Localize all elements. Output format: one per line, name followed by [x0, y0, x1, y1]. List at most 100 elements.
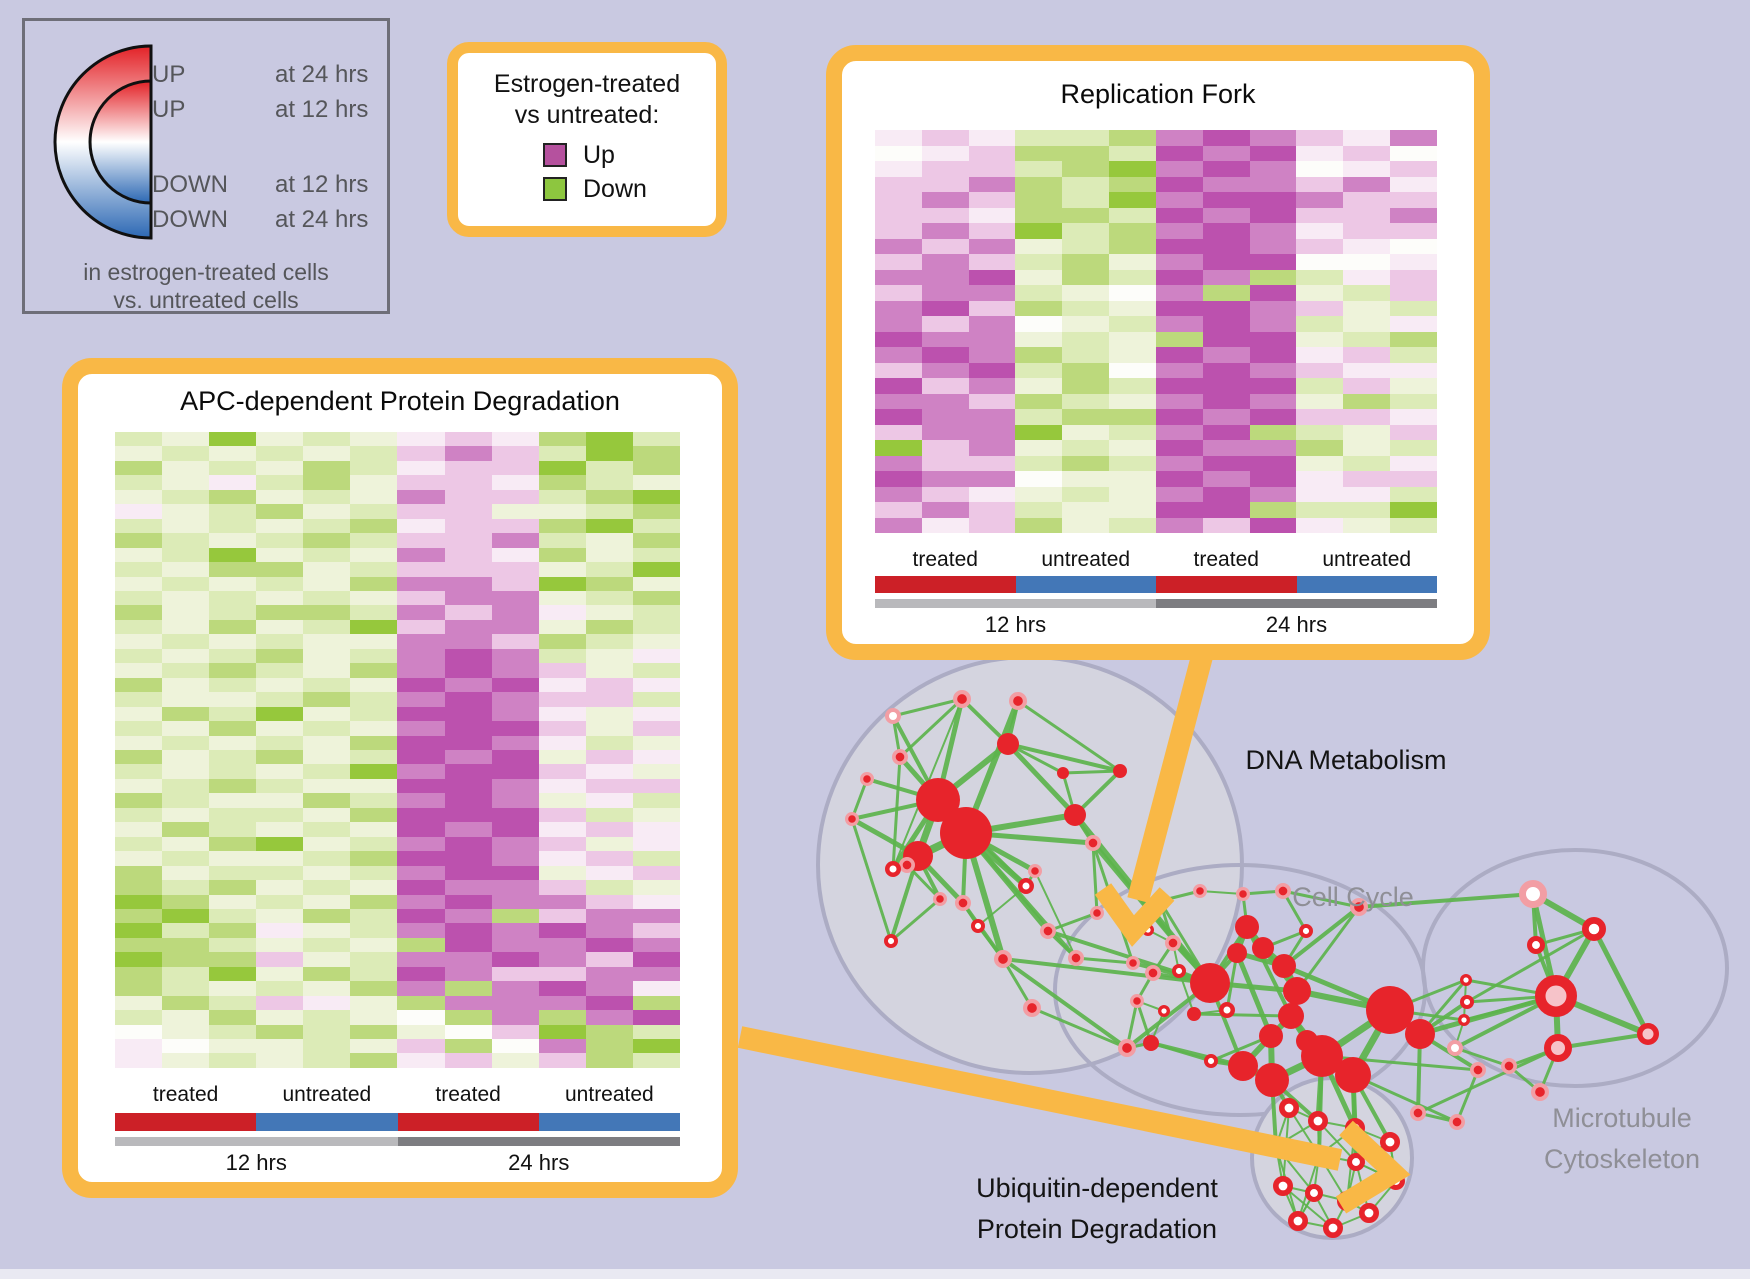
heatmap-cell — [444, 721, 492, 736]
heatmap-cell — [1062, 269, 1110, 285]
heatmap-cell — [632, 634, 680, 649]
heatmap-cell — [303, 489, 351, 505]
heatmap-cell — [1296, 424, 1344, 440]
heatmap-cell — [585, 807, 633, 823]
heatmap-cell — [162, 648, 210, 664]
heatmap-cell — [115, 807, 163, 823]
heatmap-cell — [632, 865, 680, 881]
heatmap-cell — [162, 981, 210, 996]
heatmap-row — [875, 378, 1437, 394]
heatmap-cell — [1296, 176, 1344, 192]
heatmap-cell — [303, 590, 351, 606]
heatmap-row — [875, 424, 1437, 440]
heatmap-cell — [350, 1053, 398, 1068]
heatmap-cell — [115, 894, 163, 909]
heatmap-cell — [1109, 331, 1156, 347]
heatmap-cell — [350, 981, 398, 996]
heatmap-cell — [1109, 440, 1156, 456]
heatmap-cell — [209, 590, 257, 606]
network-edge — [1001, 957, 1212, 985]
network-edge — [891, 697, 964, 718]
heatmap-cell — [397, 894, 445, 909]
heatmap-row — [115, 735, 680, 750]
heatmap-cell — [1249, 331, 1297, 347]
heatmap-row — [875, 362, 1437, 378]
heatmap-cell — [1109, 393, 1156, 409]
heatmap-cell — [350, 692, 398, 707]
heatmap-row — [875, 176, 1437, 192]
panel-title-apc: APC-dependent Protein Degradation — [180, 386, 620, 416]
heatmap-cell — [397, 836, 445, 852]
heatmap-cell — [350, 432, 398, 447]
heatmap-cell — [303, 822, 351, 837]
heatmap-cell — [491, 966, 539, 982]
treatment-color-bar — [875, 576, 1437, 593]
heatmap-cell — [256, 677, 304, 693]
heatmap-cell — [1015, 471, 1063, 487]
heatmap-cell — [968, 285, 1016, 301]
heatmap-cell — [491, 793, 539, 808]
heatmap-cell — [162, 576, 210, 591]
heatmap-cell — [491, 634, 539, 649]
heatmap-cell — [1390, 347, 1437, 363]
heatmap-cell — [444, 677, 492, 693]
heatmap-cell — [632, 749, 680, 765]
heatmap-cell — [1249, 409, 1297, 425]
heatmap-cell — [1062, 455, 1110, 471]
heatmap-cell — [350, 764, 398, 779]
heatmap-cell — [538, 489, 586, 505]
heatmap-cell — [350, 880, 398, 895]
heatmap-cell — [1015, 347, 1063, 363]
heatmap-cell — [538, 735, 586, 750]
heatmap-cell — [1109, 471, 1156, 487]
heatmap-cell — [1155, 238, 1203, 254]
heatmap-cell — [209, 908, 257, 924]
heatmap-cell — [303, 735, 351, 750]
apc-degradation-panel: APC-dependent Protein Degradation treate… — [62, 358, 738, 1198]
heatmap-cell — [209, 533, 257, 548]
heatmap-cell — [444, 663, 492, 678]
heatmap-cell — [1062, 238, 1110, 254]
heatmap-cell — [491, 504, 539, 519]
heatmap-cell — [209, 952, 257, 967]
heatmap-cell — [162, 489, 210, 505]
heatmap-cell — [1155, 440, 1203, 456]
heatmap-row — [875, 440, 1437, 456]
heatmap-cell — [209, 735, 257, 750]
heatmap-cell — [397, 489, 445, 505]
heatmap-cell — [350, 735, 398, 750]
heatmap-cell — [1390, 409, 1437, 425]
heatmap-cell — [1155, 145, 1203, 161]
heatmap-cell — [968, 502, 1016, 518]
heatmap-cell — [1296, 409, 1344, 425]
network-node-s — [1190, 963, 1230, 1003]
heatmap-cell — [632, 966, 680, 982]
bar-segment-treated — [1156, 576, 1297, 593]
heatmap-cell — [1015, 300, 1063, 316]
heatmap-cell — [1249, 471, 1297, 487]
heatmap-cell — [538, 778, 586, 794]
arrow-shaft-apc-panel-to-ubiquitin-cluster — [737, 1026, 1343, 1171]
heatmap-cell — [538, 533, 586, 548]
heatmap-cell — [491, 851, 539, 866]
heatmap-cell — [397, 793, 445, 808]
network-node-pr — [1409, 1104, 1426, 1121]
heatmap-cell — [209, 822, 257, 837]
heatmap-cell — [444, 590, 492, 606]
heatmap-cell — [303, 923, 351, 938]
key-word: UP — [152, 96, 186, 123]
heatmap-cell — [585, 590, 633, 606]
network-node-rw — [1288, 1211, 1309, 1232]
heatmap-cell — [209, 807, 257, 823]
heatmap-cell — [256, 634, 304, 649]
heatmap-cell — [491, 865, 539, 881]
heatmap-cell — [1202, 471, 1250, 487]
heatmap-cell — [444, 894, 492, 909]
network-edge — [1282, 1185, 1334, 1229]
heatmap-cell — [162, 937, 210, 953]
heatmap-cell — [209, 836, 257, 852]
heatmap-cell — [968, 176, 1016, 192]
panel-title-replication-fork: Replication Fork — [1060, 79, 1256, 109]
heatmap-cell — [209, 706, 257, 722]
heatmap-cell — [350, 547, 398, 563]
